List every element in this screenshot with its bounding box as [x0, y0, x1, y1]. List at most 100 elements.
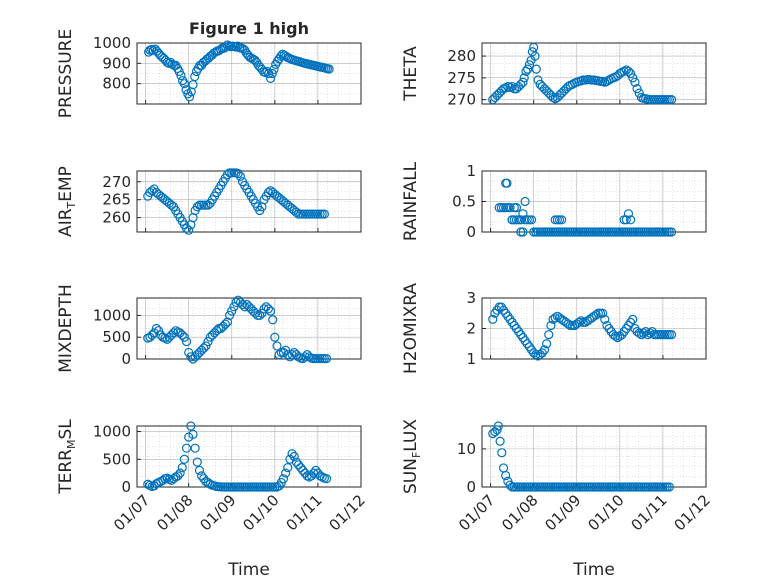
data-point: [186, 352, 196, 362]
data-point: [530, 51, 540, 61]
data-point: [548, 92, 558, 103]
data-point: [319, 209, 329, 219]
data-point: [626, 215, 636, 225]
data-point: [501, 470, 511, 481]
data-point: [507, 81, 517, 92]
data-point: [278, 347, 289, 358]
data-point: [181, 85, 191, 95]
data-point: [526, 215, 537, 225]
data-point: [645, 328, 655, 338]
data-point: [186, 421, 196, 431]
data-point: [619, 66, 629, 76]
data-point: [190, 443, 200, 453]
x-tick-label: 01/09: [541, 491, 584, 534]
data-point: [267, 68, 277, 79]
data-point: [524, 60, 534, 70]
data-point: [304, 352, 314, 362]
x-tick-label: 01/10: [584, 491, 627, 534]
subplot-1: 800 900 1000 PRESSURE Figure 1 high: [56, 19, 362, 118]
data-point: [148, 45, 158, 55]
y-tick-label: 0: [466, 478, 476, 496]
axes-border: [136, 42, 362, 105]
data-point: [201, 341, 211, 351]
data-point: [546, 320, 556, 331]
y-axis-label: PRESSURE: [56, 29, 76, 118]
data-point: [516, 215, 526, 225]
data-point: [179, 454, 189, 464]
data-point: [628, 73, 638, 83]
x-tick-label: 01/08: [153, 491, 196, 534]
y-tick-label: 500: [102, 450, 131, 468]
data-point: [237, 299, 248, 310]
data-point: [638, 328, 649, 338]
x-tick-label: 01/08: [498, 491, 541, 534]
data-point: [632, 84, 642, 94]
y-tick-label: 270: [102, 173, 131, 191]
y-axis-label: MIXDEPTH: [56, 284, 76, 373]
data-point: [492, 425, 502, 435]
data-point: [281, 345, 291, 355]
data-point: [179, 79, 189, 89]
data-point: [169, 328, 179, 338]
subplot-5: 0 500 1000 MIXDEPTH: [56, 284, 362, 373]
x-tick-label: 01/11: [627, 491, 670, 534]
data-point: [634, 328, 644, 338]
chart-title: Figure 1 high: [189, 19, 309, 38]
data-point: [666, 95, 677, 105]
y-axis-label: H2OMIXRA: [401, 283, 421, 374]
data-point: [495, 436, 505, 446]
data-point: [518, 77, 528, 87]
data-point: [283, 350, 293, 360]
data-point: [287, 449, 297, 459]
x-tick-label: 01/07: [110, 491, 153, 534]
data-point: [529, 42, 539, 52]
data-point: [272, 341, 282, 351]
data-point: [283, 462, 293, 473]
y-tick-label: 0.5: [452, 193, 476, 211]
axes-border: [136, 170, 362, 233]
data-point: [192, 202, 202, 212]
data-point: [666, 227, 677, 237]
data-point: [184, 347, 194, 358]
data-point: [229, 302, 239, 312]
data-point: [324, 64, 334, 74]
data-point: [149, 328, 159, 338]
subplot-7: 0 500 1000 TERRMSL 01/07 01/08 01/09 01/10 01/11…: [56, 419, 369, 580]
y-tick-label: 0: [466, 223, 476, 241]
data-point: [190, 71, 200, 82]
data-point: [293, 352, 304, 362]
data-point: [212, 326, 222, 336]
data-point: [255, 310, 265, 321]
data-point: [269, 64, 279, 75]
data-point: [610, 331, 621, 341]
data-point: [289, 451, 299, 462]
data-point: [240, 302, 250, 312]
data-point: [270, 332, 280, 342]
y-tick-label: 1000: [93, 306, 131, 324]
data-point: [518, 209, 528, 219]
y-tick-label: 1: [466, 162, 476, 180]
data-point: [265, 73, 276, 83]
y-tick-label: 270: [447, 91, 476, 109]
data-point: [321, 474, 332, 484]
data-point: [493, 421, 503, 431]
y-tick-label: 265: [102, 191, 131, 209]
y-tick-label: 0: [121, 350, 131, 368]
y-tick-label: 1000: [93, 423, 131, 441]
data-point: [544, 330, 554, 340]
data-point: [505, 203, 515, 213]
data-point: [147, 330, 157, 340]
data-point: [502, 178, 512, 188]
data-point: [501, 83, 511, 93]
y-tick-label: 275: [447, 69, 476, 87]
data-point: [291, 207, 301, 217]
data-point: [194, 465, 205, 475]
data-point: [507, 215, 517, 225]
data-point: [174, 66, 184, 77]
data-point: [600, 314, 610, 324]
data-point: [520, 196, 530, 207]
data-point: [231, 42, 241, 52]
y-tick-label: 260: [102, 209, 131, 227]
axes-border: [136, 297, 362, 360]
